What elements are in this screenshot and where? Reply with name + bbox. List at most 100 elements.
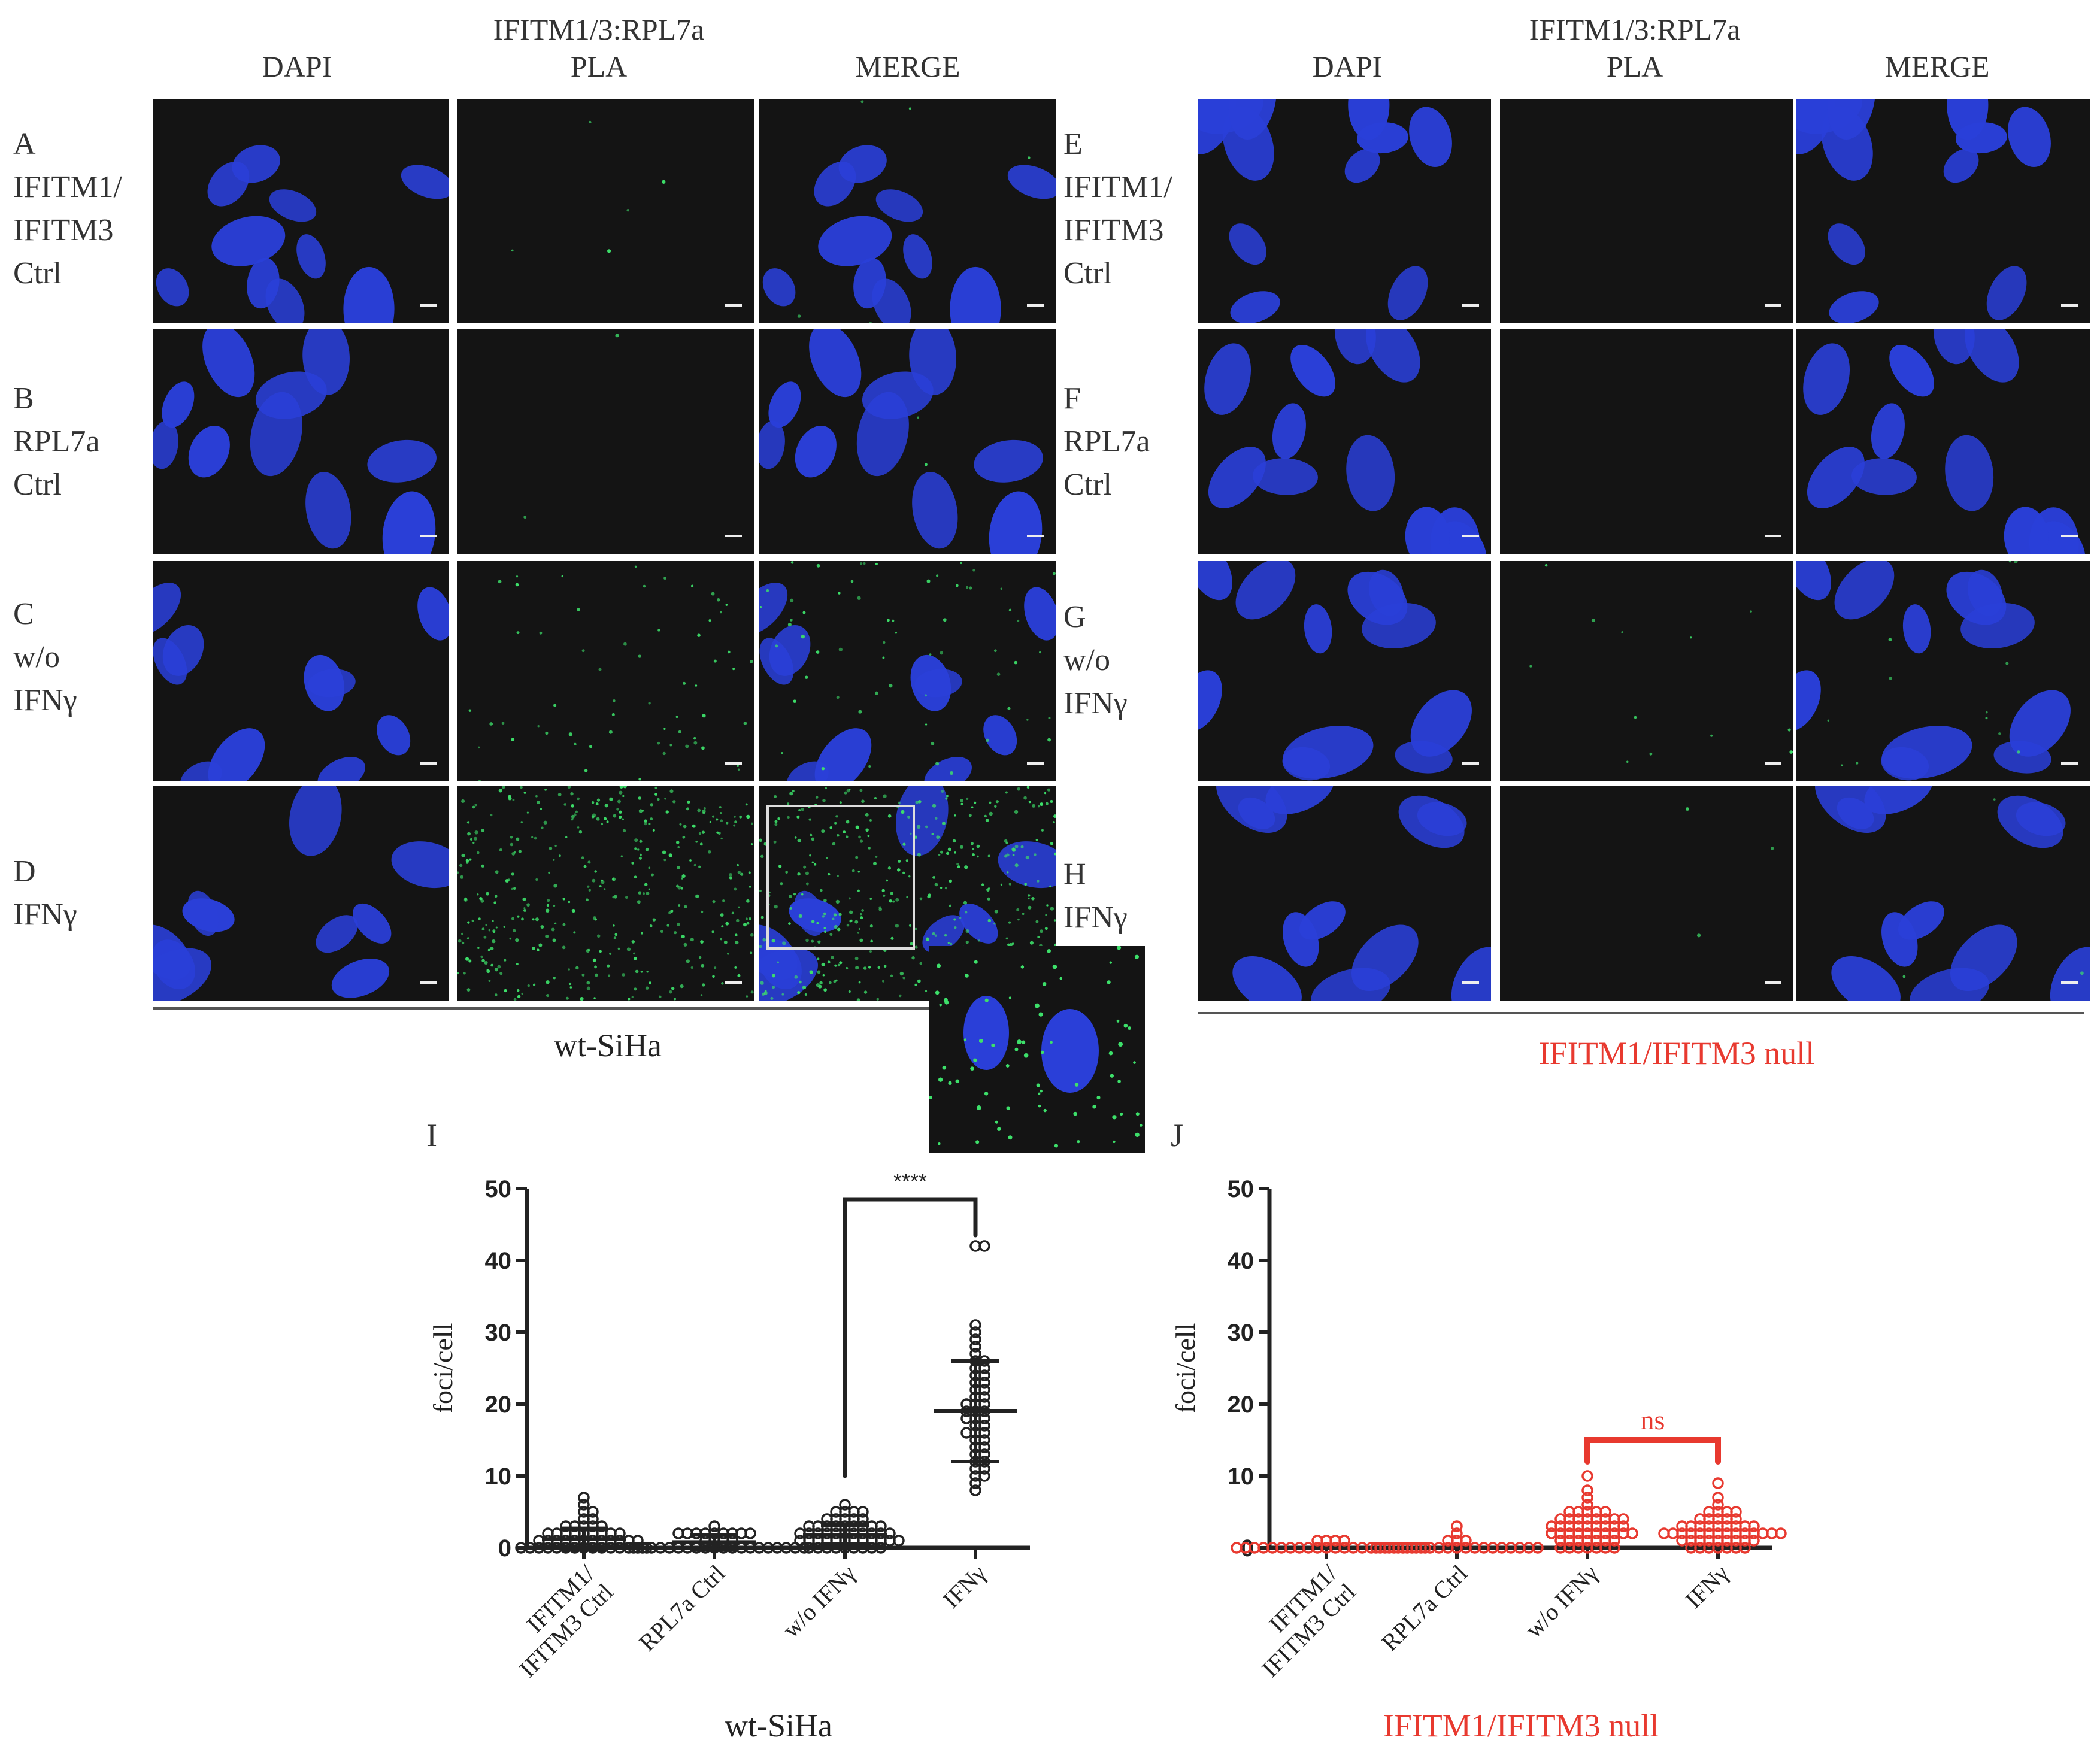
pla-focus — [601, 823, 604, 826]
pla-focus — [650, 803, 653, 807]
pla-focus — [1025, 856, 1029, 860]
scale-bar — [1027, 304, 1044, 307]
pla-focus — [669, 744, 672, 747]
pla-focus — [774, 795, 777, 798]
pla-focus — [480, 899, 484, 903]
pla-focus — [817, 957, 820, 960]
pla-focus — [701, 963, 705, 968]
pla-focus — [2008, 561, 2011, 563]
pla-focus — [663, 859, 666, 862]
pla-focus — [898, 860, 901, 863]
pla-focus — [743, 923, 747, 927]
pla-focus — [728, 873, 733, 877]
pla-focus — [887, 814, 892, 818]
pla-focus — [849, 910, 853, 914]
pla-focus — [472, 841, 475, 844]
pla-focus — [686, 807, 689, 811]
pla-focus — [526, 903, 530, 907]
pla-focus — [984, 1092, 989, 1096]
pla-focus — [510, 836, 513, 839]
pla-focus — [1140, 1124, 1143, 1127]
pla-focus — [1544, 563, 1548, 567]
nucleus — [305, 472, 351, 549]
y-axis-label: foci/cell — [1170, 1323, 1201, 1414]
pla-focus — [520, 786, 523, 789]
pla-focus — [521, 917, 524, 921]
pla-focus — [511, 872, 514, 876]
pla-focus — [801, 634, 805, 639]
data-point — [1703, 1506, 1715, 1518]
pla-focus — [638, 891, 642, 895]
nucleus — [1409, 107, 1452, 168]
pla-focus — [509, 937, 512, 940]
x-axis-label: wt-SiHa — [725, 1708, 832, 1744]
pla-focus — [480, 955, 483, 959]
nucleus — [187, 890, 219, 936]
pla-focus — [743, 722, 747, 725]
x-tick-label: IFNγ — [1680, 1560, 1734, 1614]
pla-focus — [628, 998, 631, 1001]
pla-focus — [805, 882, 809, 886]
pla-focus — [1007, 707, 1011, 710]
pla-focus — [736, 863, 739, 866]
pla-focus — [461, 853, 465, 857]
pla-focus — [511, 738, 515, 742]
pla-focus — [821, 962, 825, 966]
pla-focus — [924, 463, 928, 466]
pla-focus — [654, 793, 657, 796]
data-point — [978, 1398, 990, 1410]
nucleus — [1834, 561, 1895, 620]
nucleus — [794, 890, 825, 936]
pla-focus — [844, 791, 847, 795]
nucleus — [188, 425, 230, 478]
pla-focus — [774, 905, 778, 909]
pla-focus — [881, 980, 885, 983]
data-point — [1581, 1499, 1593, 1511]
right-header-pla: IFITM1/3:RPL7a PLA — [1529, 13, 1741, 83]
pla-focus — [925, 825, 928, 829]
chart-i: 0 10 20 30 40 50 foci/cell IFITM1/IFITM3 Ctrl RP… — [428, 1169, 1030, 1744]
nucleus — [814, 161, 856, 207]
pla-focus — [780, 882, 783, 886]
scale-bar — [725, 762, 742, 765]
pla-focus — [1023, 796, 1027, 800]
pla-focus — [1856, 762, 1859, 765]
pla-focus — [1134, 954, 1140, 959]
pla-focus — [511, 887, 514, 890]
pla-focus — [798, 914, 802, 919]
pla-focus — [777, 961, 779, 964]
nucleus — [862, 371, 934, 419]
pla-focus — [539, 631, 543, 635]
pla-focus — [575, 966, 579, 970]
pla-focus — [644, 883, 648, 886]
pla-focus — [1626, 760, 1629, 763]
pla-focus — [916, 824, 921, 829]
nucleus — [1910, 968, 1989, 1001]
nucleus — [367, 439, 437, 483]
pla-focus — [487, 948, 490, 951]
row-label-h: H IFNγ — [1063, 857, 1128, 935]
pla-focus — [672, 800, 676, 804]
pla-focus — [577, 608, 580, 611]
pla-focus — [839, 801, 842, 804]
pla-focus — [1117, 1080, 1121, 1083]
pla-focus — [736, 919, 740, 923]
pla-focus — [568, 982, 572, 986]
pla-focus — [1037, 880, 1040, 883]
pla-focus — [1006, 1106, 1011, 1110]
pla-focus — [513, 851, 516, 854]
pla-focus — [473, 836, 478, 841]
pla-focus — [901, 810, 904, 814]
pla-focus — [859, 913, 862, 916]
pla-focus — [1690, 636, 1692, 639]
pla-focus — [608, 730, 613, 734]
pla-focus — [943, 998, 948, 1002]
pla-focus — [1787, 728, 1791, 732]
pla-focus — [725, 922, 729, 926]
pla-focus — [720, 837, 723, 840]
pla-focus — [794, 975, 798, 979]
pla-focus — [858, 710, 862, 714]
nucleus — [959, 903, 998, 944]
pla-focus — [902, 871, 905, 874]
pla-focus — [1007, 943, 1010, 947]
